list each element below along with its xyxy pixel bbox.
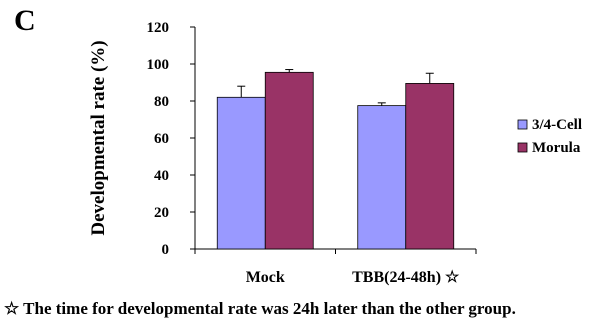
legend-swatch [517, 119, 528, 130]
legend-swatch [517, 142, 528, 153]
x-axis: Mock TBB(24-48h) ☆ [194, 248, 477, 286]
y-tick-label: 0 [162, 242, 170, 258]
x-category-label: Mock [246, 269, 285, 286]
y-tick-label: 120 [147, 20, 170, 36]
y-tick-label: 80 [154, 94, 169, 110]
legend: 3/4-Cell Morula [517, 117, 582, 156]
y-tick-label: 40 [154, 168, 169, 184]
footnote: ☆ The time for developmental rate was 24… [4, 299, 516, 318]
bars [216, 69, 455, 250]
y-axis-label: Developmental rate (%) [88, 40, 109, 235]
panel-letter: C [14, 4, 36, 37]
bar-chart: 0 20 40 60 80 100 120 Mock TBB(24-48h) ☆ 3/4-Ce… [88, 20, 582, 286]
y-tick-label: 20 [154, 205, 169, 221]
bar [264, 71, 314, 250]
y-axis: 0 20 40 60 80 100 120 [147, 20, 196, 258]
y-tick-label: 100 [147, 57, 170, 73]
legend-label: 3/4-Cell [532, 117, 582, 133]
y-tick-label: 60 [154, 131, 169, 147]
bar [405, 83, 455, 250]
bar [216, 96, 266, 250]
bar [357, 105, 407, 250]
legend-label: Morula [532, 140, 581, 156]
x-category-label: TBB(24-48h) ☆ [352, 269, 460, 286]
